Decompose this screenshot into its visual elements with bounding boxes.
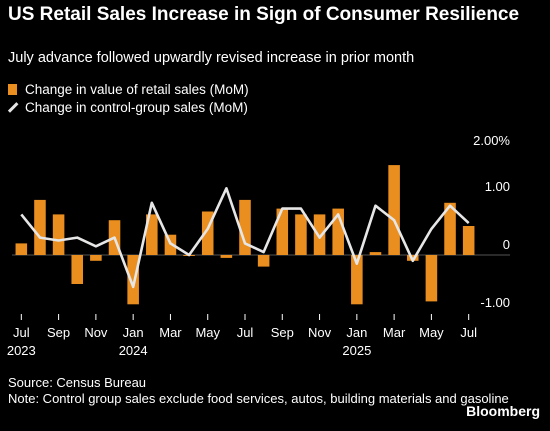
bar xyxy=(34,199,46,255)
legend-item-retail-sales: Change in value of retail sales (MoM) xyxy=(8,80,249,98)
series-line xyxy=(20,187,470,289)
x-tick-label: Jul xyxy=(13,325,30,340)
legend-line-label: Change in control-group sales (MoM) xyxy=(25,99,248,115)
bar xyxy=(239,199,251,255)
y-tick-label: 0 xyxy=(503,237,510,252)
legend: Change in value of retail sales (MoM) Ch… xyxy=(8,80,249,116)
legend-bar-swatch xyxy=(8,83,17,95)
bar xyxy=(388,165,400,255)
bar xyxy=(220,255,233,258)
x-tick-label: Jul xyxy=(237,325,254,340)
bar xyxy=(71,255,84,284)
bar xyxy=(52,214,65,255)
bar xyxy=(351,255,363,305)
bar xyxy=(369,252,382,255)
legend-item-control-group: Change in control-group sales (MoM) xyxy=(8,98,249,116)
bar xyxy=(313,214,326,255)
x-tick-label: Nov xyxy=(84,325,108,340)
bar xyxy=(295,214,307,255)
legend-bar-label: Change in value of retail sales (MoM) xyxy=(25,81,249,97)
x-tick-label: Mar xyxy=(159,325,182,340)
x-tick-year-label: 2024 xyxy=(119,343,148,358)
bar xyxy=(90,255,102,261)
bar xyxy=(201,211,214,255)
x-tick-label: Jan xyxy=(123,325,144,340)
y-tick-label: 2.00% xyxy=(473,133,510,148)
bar xyxy=(276,208,289,255)
bar xyxy=(257,255,270,267)
x-tick-label: May xyxy=(419,325,444,340)
x-tick-label: Nov xyxy=(308,325,332,340)
bar xyxy=(462,226,475,255)
x-tick-label: Mar xyxy=(383,325,406,340)
chart-title: US Retail Sales Increase in Sign of Cons… xyxy=(8,4,520,25)
x-tick-label: Sep xyxy=(47,325,70,340)
x-tick-label: May xyxy=(195,325,220,340)
bar xyxy=(332,208,344,255)
chart-subtitle: July advance followed upwardly revised i… xyxy=(8,50,415,66)
x-tick-label: Jan xyxy=(346,325,367,340)
source-note: Source: Census Bureau xyxy=(8,375,147,390)
bar xyxy=(425,255,438,302)
bar xyxy=(15,243,28,255)
x-tick-year-label: 2023 xyxy=(7,343,36,358)
y-tick-label: -1.00 xyxy=(480,295,510,310)
footer: Source: Census Bureau Note: Control grou… xyxy=(8,375,509,406)
bar xyxy=(444,202,456,255)
bar xyxy=(127,255,139,305)
bloomberg-logo: Bloomberg xyxy=(466,403,540,419)
methodology-note: Note: Control group sales exclude food s… xyxy=(8,390,509,406)
y-tick-label: 1.00 xyxy=(485,179,510,194)
x-tick-label: Jul xyxy=(460,325,477,340)
bar xyxy=(146,214,158,255)
x-tick-label: Sep xyxy=(271,325,294,340)
x-tick-year-label: 2025 xyxy=(342,343,371,358)
